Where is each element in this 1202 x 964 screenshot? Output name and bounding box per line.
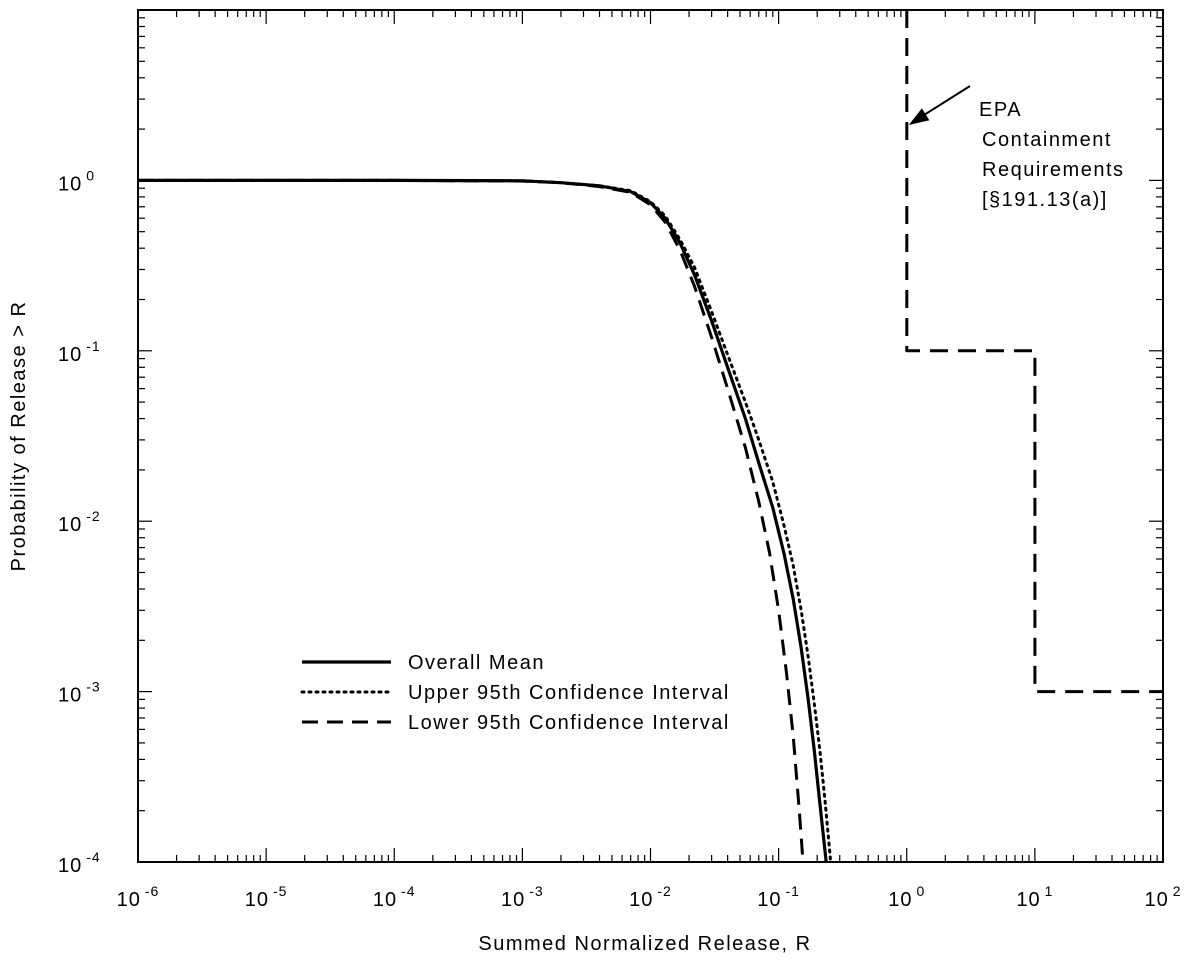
x-tick-label: 10 1 [1016,883,1053,911]
series-group [138,10,1163,862]
annotation-line: EPA [979,99,1022,121]
tick-labels: 10 -6 10 -5 10 -4 10 -3 10 -2 10 -1 10 0 10 1 10 2 10 -4 10-… [58,167,1181,911]
annotation-line: [§191.13(a)] [982,189,1108,211]
x-tick-label: 10 -1 [757,883,800,911]
series-lower-95th-confidence-interval-line [138,178,805,862]
legend: Overall Mean Upper 95th Confidence Interv… [300,652,730,734]
y-tick-label: 10 -3 [58,679,101,707]
x-tick-label: 10 -2 [629,883,672,911]
legend-label: Upper 95th Confidence Interval [408,682,730,704]
annotation-arrow-line [920,85,971,118]
x-axis-label: Summed Normalized Release, R [478,933,811,955]
legend-label: Lower 95th Confidence Interval [408,712,730,734]
annotation-arrow-head [908,108,930,126]
y-tick-label: 10 -4 [58,849,101,877]
y-axis-label: Probability of Release > R [8,301,30,572]
annotation-line: Containment [982,129,1112,151]
y-tick-label: 10 0 [58,167,95,195]
x-tick-label: 10 -6 [117,883,160,911]
annotation-line: Requirements [982,159,1125,181]
series-upper-95th-confidence-interval-line [138,178,833,862]
x-tick-label: 10 0 [888,883,925,911]
x-tick-label: 10 -3 [501,883,544,911]
x-tick-label: 10 -5 [245,883,288,911]
annotation: EPA Containment Requirements [§191.13(a)] [908,85,1125,211]
legend-label: Overall Mean [408,652,545,674]
y-tick-label: 10 -1 [58,338,101,366]
series-overall-mean-line [138,178,828,862]
x-tick-label: 10 2 [1144,883,1181,911]
tick-marks [137,10,1163,863]
series-epa-containment-requirements-line [905,10,1163,694]
x-tick-label: 10 -4 [373,883,416,911]
y-tick-label: 10 -2 [58,508,101,536]
